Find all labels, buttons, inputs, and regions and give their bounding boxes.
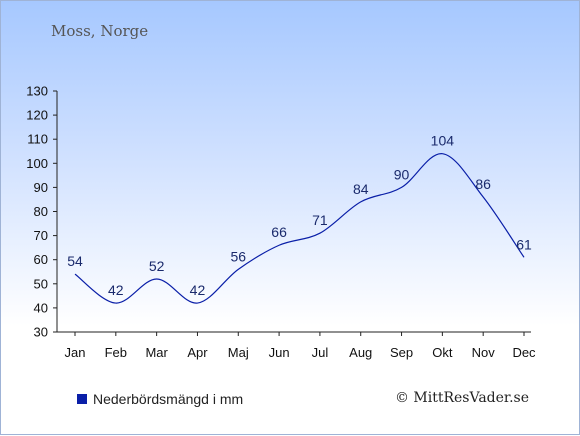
data-label: 56: [230, 248, 246, 264]
y-tick-label: 100: [26, 156, 48, 171]
data-label: 84: [353, 181, 369, 197]
data-label: 52: [149, 258, 165, 274]
data-label: 71: [312, 212, 328, 228]
x-tick-label: Dec: [512, 345, 536, 360]
y-tick-label: 80: [34, 204, 48, 219]
data-label: 42: [108, 282, 124, 298]
x-tick-label: Nov: [472, 345, 496, 360]
x-tick-label: Mar: [145, 345, 168, 360]
data-label: 90: [394, 166, 410, 182]
x-tick-label: Sep: [390, 345, 413, 360]
credit-text: © MittResVader.se: [394, 390, 529, 406]
x-tick-label: Okt: [432, 345, 453, 360]
data-label: 54: [67, 253, 83, 269]
chart-title: Moss, Norge: [51, 22, 149, 40]
data-label: 66: [271, 224, 287, 240]
x-tick-label: Jan: [65, 345, 86, 360]
legend-label: Nederbördsmängd i mm: [93, 391, 244, 407]
y-tick-label: 130: [26, 84, 48, 99]
x-tick-label: Jun: [269, 345, 290, 360]
data-label: 61: [516, 236, 532, 252]
data-label: 86: [475, 176, 491, 192]
legend-swatch: [77, 394, 87, 404]
y-tick-label: 90: [34, 180, 48, 195]
y-tick-label: 30: [34, 325, 48, 340]
x-tick-label: Maj: [228, 345, 249, 360]
legend: Nederbördsmängd i mm: [77, 391, 243, 407]
y-tick-label: 70: [34, 228, 48, 243]
x-tick-label: Aug: [349, 345, 372, 360]
x-tick-label: Feb: [105, 345, 127, 360]
y-tick-label: 50: [34, 276, 48, 291]
y-tick-label: 60: [34, 252, 48, 267]
data-label: 104: [431, 133, 455, 149]
precipitation-line: [74, 153, 525, 304]
y-tick-label: 120: [26, 108, 48, 123]
y-tick-label: 40: [34, 300, 48, 315]
y-tick-label: 110: [27, 132, 48, 147]
data-label: 42: [190, 282, 206, 298]
x-tick-label: Jul: [312, 345, 329, 360]
x-tick-label: Apr: [187, 345, 208, 360]
